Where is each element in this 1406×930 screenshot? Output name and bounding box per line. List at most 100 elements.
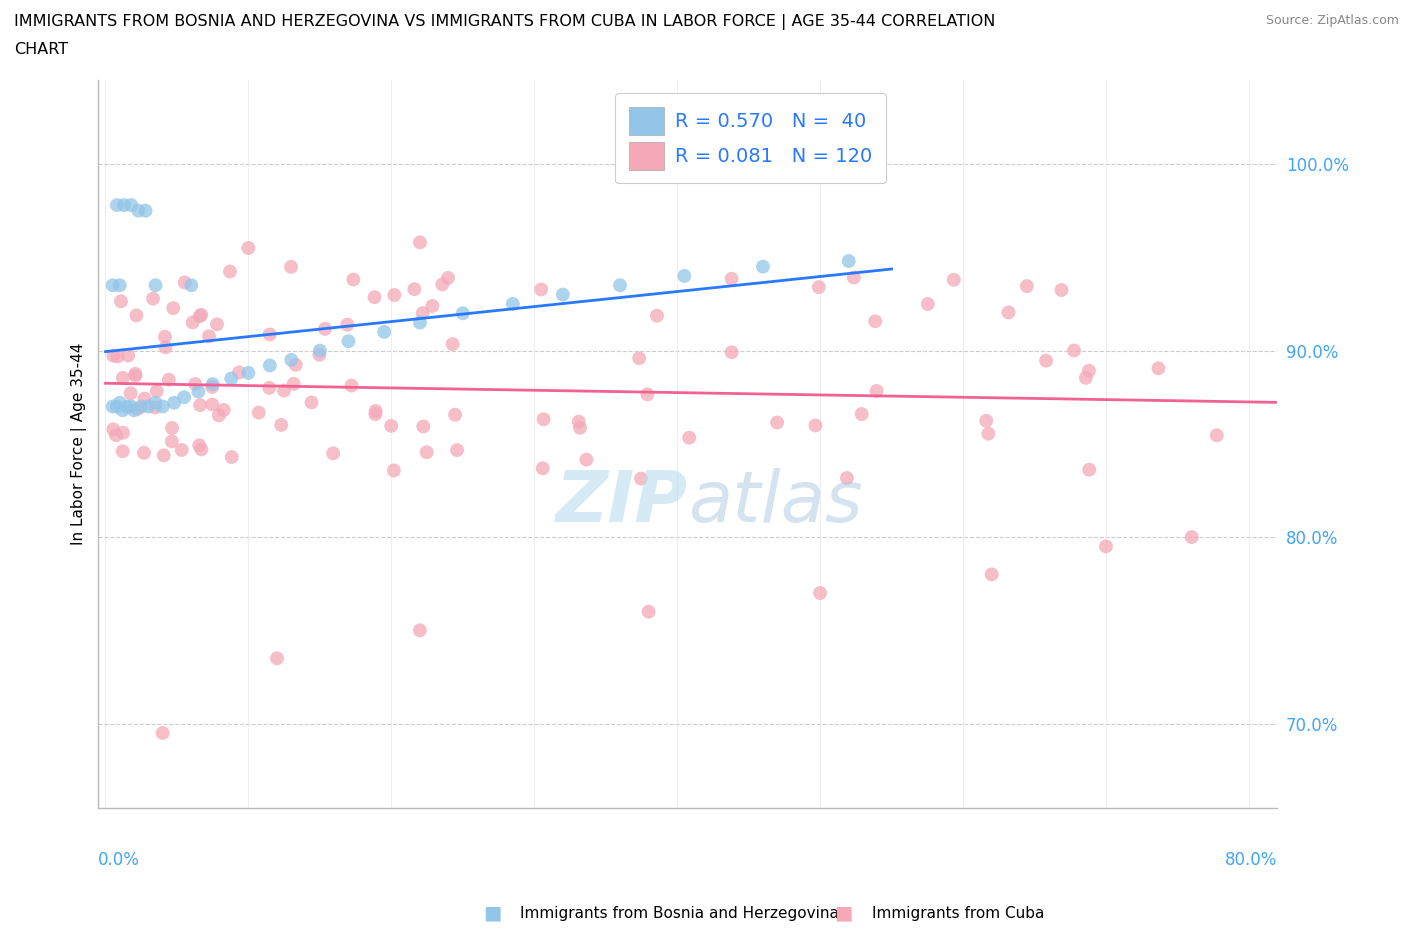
Point bbox=[309, 343, 332, 358]
Point bbox=[280, 259, 302, 274]
Point bbox=[212, 403, 235, 418]
Point bbox=[1074, 370, 1097, 385]
Point bbox=[444, 407, 467, 422]
Point bbox=[422, 299, 444, 313]
Point bbox=[373, 325, 395, 339]
Point bbox=[1015, 279, 1038, 294]
Point bbox=[111, 444, 134, 458]
Text: 0.0%: 0.0% bbox=[98, 851, 141, 870]
Point bbox=[110, 294, 132, 309]
Point bbox=[533, 412, 555, 427]
Point bbox=[678, 431, 700, 445]
Point bbox=[314, 322, 336, 337]
Point bbox=[530, 282, 553, 297]
Point bbox=[531, 461, 554, 476]
Point bbox=[259, 327, 281, 342]
Point bbox=[409, 623, 432, 638]
Point bbox=[163, 395, 186, 410]
Point bbox=[364, 406, 387, 421]
Point bbox=[446, 443, 468, 458]
Point bbox=[188, 398, 211, 413]
Point bbox=[384, 287, 406, 302]
Point bbox=[125, 308, 148, 323]
Point bbox=[173, 390, 195, 405]
Point bbox=[219, 264, 242, 279]
Point bbox=[974, 413, 997, 428]
Point bbox=[766, 415, 789, 430]
Point bbox=[409, 315, 432, 330]
Point bbox=[752, 259, 775, 274]
Point bbox=[340, 379, 363, 393]
Point bbox=[301, 395, 323, 410]
Point bbox=[380, 418, 402, 433]
Point bbox=[219, 371, 242, 386]
Point bbox=[1147, 361, 1170, 376]
Point bbox=[101, 399, 124, 414]
Point bbox=[152, 448, 174, 463]
Point bbox=[342, 272, 364, 287]
Point bbox=[1035, 353, 1057, 368]
Point bbox=[575, 452, 598, 467]
Point bbox=[337, 334, 360, 349]
Point bbox=[807, 280, 830, 295]
Point bbox=[201, 379, 224, 394]
Point bbox=[280, 352, 302, 367]
Point bbox=[184, 377, 207, 392]
Point bbox=[124, 368, 146, 383]
Point bbox=[568, 414, 591, 429]
Point bbox=[190, 442, 212, 457]
Text: ■: ■ bbox=[834, 904, 853, 923]
Point bbox=[117, 348, 139, 363]
Y-axis label: In Labor Force | Age 35-44: In Labor Force | Age 35-44 bbox=[72, 342, 87, 545]
Point bbox=[720, 345, 742, 360]
Point bbox=[308, 347, 330, 362]
Point bbox=[173, 275, 195, 290]
Point bbox=[432, 277, 454, 292]
Point bbox=[851, 406, 873, 421]
Point bbox=[112, 425, 135, 440]
Point bbox=[273, 383, 295, 398]
Point bbox=[101, 278, 124, 293]
Point bbox=[412, 306, 434, 321]
Point bbox=[977, 426, 1000, 441]
Point bbox=[259, 380, 281, 395]
Point bbox=[283, 377, 305, 392]
Text: IMMIGRANTS FROM BOSNIA AND HERZEGOVINA VS IMMIGRANTS FROM CUBA IN LABOR FORCE | : IMMIGRANTS FROM BOSNIA AND HERZEGOVINA V… bbox=[14, 14, 995, 30]
Point bbox=[107, 349, 129, 364]
Point bbox=[105, 198, 128, 213]
Point bbox=[152, 725, 174, 740]
Point bbox=[720, 272, 742, 286]
Point bbox=[609, 278, 631, 293]
Point bbox=[155, 339, 177, 354]
Point bbox=[152, 399, 174, 414]
Point bbox=[201, 377, 224, 392]
Point bbox=[201, 397, 224, 412]
Point bbox=[180, 278, 202, 293]
Point bbox=[238, 241, 260, 256]
Point bbox=[181, 315, 204, 330]
Point bbox=[451, 306, 474, 321]
Point bbox=[568, 420, 591, 435]
Point bbox=[322, 445, 344, 460]
Point bbox=[997, 305, 1019, 320]
Point bbox=[145, 395, 167, 410]
Point bbox=[142, 291, 165, 306]
Point bbox=[842, 270, 865, 285]
Point bbox=[838, 254, 860, 269]
Point bbox=[551, 287, 574, 302]
Point bbox=[363, 290, 385, 305]
Point bbox=[132, 445, 155, 460]
Point bbox=[120, 399, 142, 414]
Point bbox=[1063, 343, 1085, 358]
Point bbox=[636, 387, 658, 402]
Point bbox=[112, 198, 135, 213]
Point bbox=[188, 309, 211, 324]
Point bbox=[404, 282, 426, 297]
Point bbox=[228, 365, 250, 380]
Point bbox=[865, 383, 887, 398]
Point bbox=[111, 403, 134, 418]
Point bbox=[863, 313, 886, 328]
Point bbox=[134, 392, 156, 406]
Point bbox=[835, 471, 858, 485]
Point bbox=[153, 329, 176, 344]
